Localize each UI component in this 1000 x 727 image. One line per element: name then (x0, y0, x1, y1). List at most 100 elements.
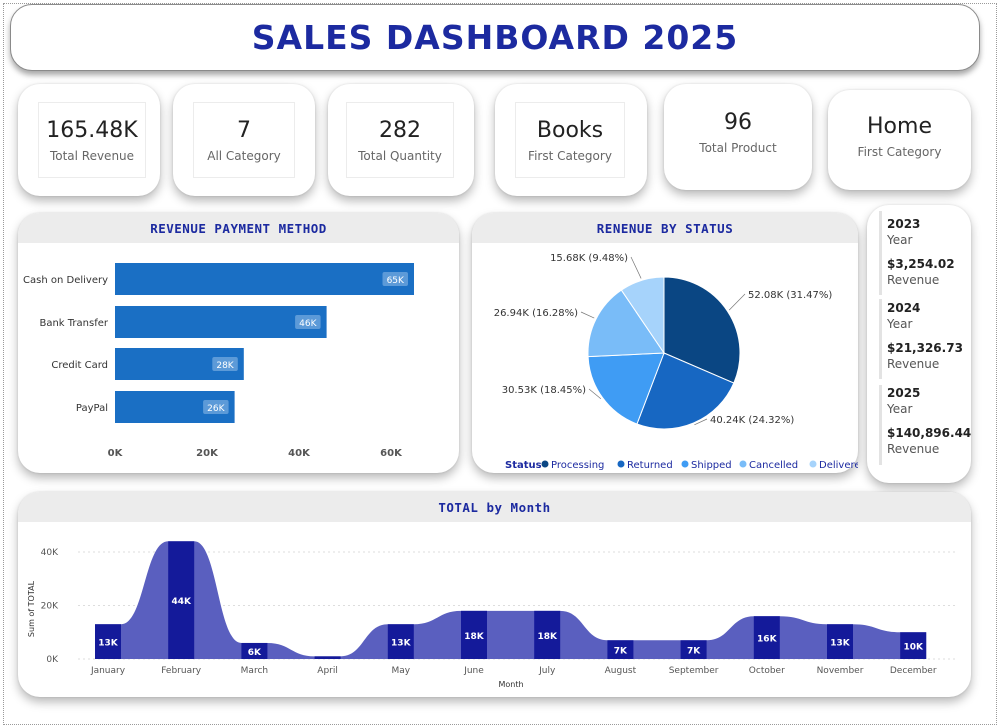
month-label: August (605, 666, 637, 676)
data-label: 7K (687, 647, 701, 657)
kpi-label: First Category (857, 144, 942, 159)
year-card-2024[interactable]: 2024 Year $21,326.73 Revenue (887, 301, 963, 371)
kpi-card-total-quantity[interactable]: 282 Total Quantity (328, 84, 474, 196)
pie-slice[interactable] (663, 276, 741, 384)
year-card-2025[interactable]: 2025 Year $140,896.44 Revenue (887, 386, 971, 456)
payment-bar[interactable] (115, 306, 327, 338)
kpi-card-total-product[interactable]: 96 Total Product (664, 84, 812, 190)
y-tick-label: 0K (46, 655, 59, 665)
year-card-2023[interactable]: 2023 Year $3,254.02 Revenue (887, 217, 955, 287)
month-label: July (538, 666, 556, 676)
pie-slice[interactable] (620, 276, 665, 355)
month-bar[interactable] (753, 616, 780, 659)
kpi-value: Home (867, 113, 932, 139)
month-bar[interactable] (168, 541, 195, 659)
kpi-card-first-category[interactable]: Books First Category (495, 84, 647, 196)
kpi-label: Total Revenue (49, 148, 135, 163)
leader-line (630, 256, 642, 279)
month-label: November (817, 666, 864, 676)
slice-label: 15.68K (9.48%) (550, 253, 628, 264)
legend-title: Status (505, 460, 542, 471)
data-label: 46K (299, 319, 317, 329)
kpi-value: 165.48K (46, 117, 138, 143)
slice-label: 26.94K (16.28%) (494, 308, 578, 319)
leader-line (694, 418, 708, 426)
year-value: 2023 (887, 217, 921, 231)
month-bar[interactable] (680, 640, 707, 659)
kpi-label: Total Product (699, 140, 777, 155)
payment-method-chart: Cash on Delivery 65K Bank Transfer 46K Credi… (23, 263, 414, 459)
month-bar[interactable] (95, 624, 121, 659)
legend-item[interactable]: Cancelled (749, 460, 798, 471)
legend-swatch (809, 460, 817, 468)
divider (879, 385, 882, 465)
data-label-bg (295, 315, 321, 329)
panel-title: TOTAL by Month (18, 492, 971, 522)
year-label: Year (887, 233, 913, 247)
pie-slice[interactable] (587, 289, 665, 358)
data-label: 10K (903, 643, 924, 653)
divider (879, 211, 882, 295)
data-label: 18K (537, 632, 558, 642)
data-label: 13K (830, 639, 851, 649)
month-bar[interactable] (900, 632, 927, 659)
page-title: SALES DASHBOARD 2025 (251, 18, 739, 57)
legend-item[interactable]: Returned (627, 460, 673, 471)
legend-item[interactable]: Delivered (819, 460, 858, 471)
legend-swatch (617, 460, 625, 468)
legend-swatch (681, 460, 689, 468)
month-bar[interactable] (461, 610, 487, 659)
year-label: Year (887, 402, 913, 416)
pie-slice[interactable] (636, 352, 735, 430)
kpi-value: 282 (379, 117, 421, 143)
monthly-total-panel: TOTAL by Month 0K 20K 40K Sum of TOTAL 13K Ja… (18, 492, 971, 697)
month-bar[interactable] (607, 640, 634, 659)
kpi-value: 7 (237, 117, 251, 143)
month-label: September (669, 666, 719, 676)
kpi-card-first-category-2[interactable]: Home First Category (828, 90, 971, 190)
data-label-bg (382, 272, 408, 286)
data-label: 26K (207, 404, 225, 414)
year-value: 2024 (887, 301, 921, 315)
x-axis-title: Month (498, 680, 523, 689)
legend-swatch (739, 460, 747, 468)
x-tick-label: 60K (380, 448, 403, 459)
month-label: February (161, 666, 202, 676)
month-bar[interactable] (314, 656, 341, 659)
month-bar[interactable] (827, 624, 853, 659)
status-pie-chart: 52.08K (31.47%) 40.24K (24.32%) 30.53K (18… (494, 253, 858, 471)
monthly-area (95, 541, 927, 659)
title-bar: SALES DASHBOARD 2025 (10, 4, 980, 71)
leader-line (580, 311, 595, 319)
month-bar[interactable] (241, 642, 268, 659)
month-bar[interactable] (534, 610, 561, 659)
year-value: 2025 (887, 386, 921, 400)
data-label: 6K (248, 648, 262, 658)
divider (879, 299, 882, 379)
slice-label: 52.08K (31.47%) (748, 290, 832, 301)
data-label: 18K (464, 632, 485, 642)
kpi-card-all-category[interactable]: 7 All Category (173, 84, 315, 196)
kpi-value: 96 (724, 109, 752, 135)
revenue-label: Revenue (887, 442, 940, 456)
kpi-label: All Category (207, 148, 281, 163)
y-tick-label: 40K (41, 548, 59, 558)
month-bar[interactable] (387, 624, 414, 659)
payment-bar[interactable] (115, 263, 414, 295)
category-label: Cash on Delivery (23, 275, 108, 286)
data-label: 1K (321, 649, 335, 659)
year-label: Year (887, 317, 913, 331)
x-tick-label: 40K (288, 448, 311, 459)
kpi-card-total-revenue[interactable]: 165.48K Total Revenue (18, 84, 160, 196)
month-label: June (463, 666, 484, 676)
data-label: 28K (216, 361, 234, 371)
data-label-bg (203, 400, 229, 414)
monthly-total-chart: 0K 20K 40K Sum of TOTAL 13K January 44K Februar… (27, 541, 958, 689)
month-label: January (90, 666, 126, 676)
legend-item[interactable]: Processing (551, 460, 604, 471)
data-label: 13K (98, 639, 119, 649)
kpi-label: Total Quantity (358, 148, 442, 163)
revenue-label: Revenue (887, 357, 940, 371)
pie-slice[interactable] (587, 352, 665, 425)
legend-item[interactable]: Shipped (691, 460, 732, 471)
